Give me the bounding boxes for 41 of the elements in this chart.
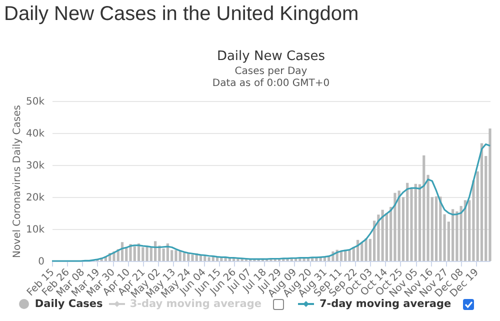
bar [146, 246, 148, 261]
chart-subtitle: Daily New Cases [216, 49, 326, 64]
bar [488, 128, 492, 261]
bar [377, 214, 380, 261]
bar [191, 254, 194, 261]
bar [452, 209, 454, 261]
bar [187, 253, 190, 261]
bar [398, 190, 400, 261]
bar [414, 184, 417, 261]
bar [406, 182, 409, 261]
bar [439, 196, 442, 261]
bar [456, 211, 458, 261]
bar [434, 196, 438, 261]
bar [182, 252, 186, 261]
bar [204, 256, 206, 261]
y-tick-label: 50k [26, 96, 45, 108]
y-tick-label: 40k [26, 128, 45, 140]
chart-title: Daily New Cases in the United Kingdom [4, 3, 359, 26]
bar [129, 244, 132, 261]
bar [422, 155, 426, 261]
y-tick-label: 30k [26, 160, 45, 172]
bar [142, 247, 144, 261]
bar [480, 143, 484, 261]
bar [364, 238, 368, 261]
bar [381, 210, 384, 261]
text: Cases per Day [234, 66, 308, 77]
text: Data as of 0:00 GMT+0 [212, 78, 330, 89]
y-tick-label: 10k [26, 224, 45, 236]
legend-label: Daily Cases [34, 298, 103, 310]
y-tick-label: 20k [26, 192, 45, 204]
y-axis-title: Novel Coronavirus Daily Cases [12, 105, 23, 258]
bar [394, 192, 396, 261]
y-tick-label: 0 [38, 256, 44, 268]
bar [133, 246, 136, 261]
bar [360, 242, 364, 261]
bar [174, 250, 178, 261]
bar [154, 241, 157, 261]
bar [348, 250, 351, 261]
legend-label: 7-day moving average [319, 298, 452, 310]
bar [208, 257, 210, 261]
bar [464, 200, 467, 261]
